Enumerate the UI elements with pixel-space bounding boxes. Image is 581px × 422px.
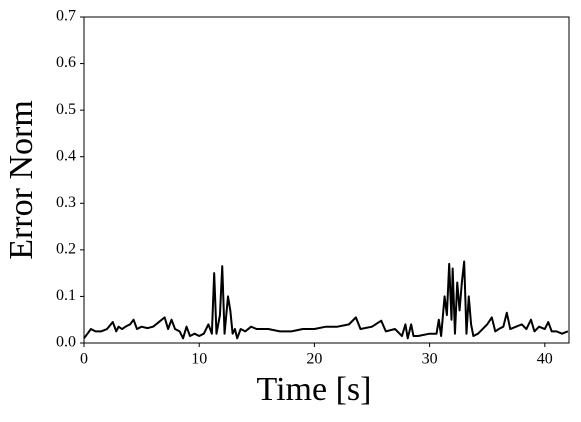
y-tick-label: 0.5 <box>56 101 76 118</box>
y-tick-label: 0.4 <box>56 147 76 164</box>
y-tick-label: 0.3 <box>56 194 76 211</box>
y-tick-label: 0.7 <box>56 8 76 25</box>
x-tick-label: 40 <box>537 351 553 368</box>
y-tick-label: 0.6 <box>56 54 76 71</box>
x-tick-label: 30 <box>422 351 438 368</box>
data-line <box>83 260 569 340</box>
y-tick-label: 0.0 <box>56 334 76 351</box>
x-tick-label: 10 <box>191 351 207 368</box>
y-axis-label: Error Norm <box>3 100 40 260</box>
y-tick-label: 0.2 <box>56 241 76 258</box>
x-axis-label: Time [s] <box>257 371 372 408</box>
x-tick-label: 0 <box>80 351 88 368</box>
plot-frame <box>83 16 570 344</box>
y-tick-label: 0.1 <box>56 287 76 304</box>
x-tick-label: 20 <box>306 351 322 368</box>
